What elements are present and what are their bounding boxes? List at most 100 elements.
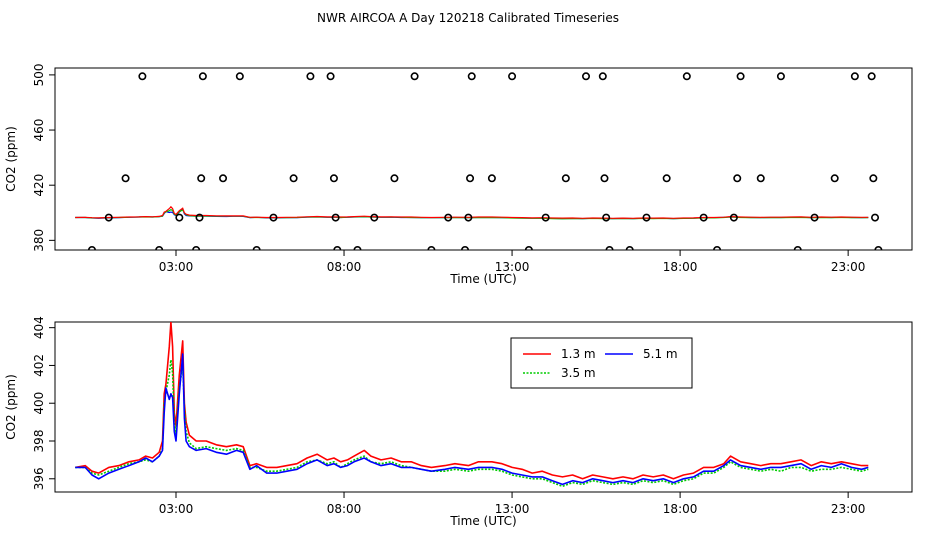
- scatter-point: [756, 174, 765, 183]
- y-axis-label: CO2 (ppm): [4, 374, 18, 440]
- scatter-point: [869, 174, 878, 183]
- scatter-point: [699, 213, 708, 222]
- scatter-point: [306, 72, 315, 81]
- plot-frame: [54, 321, 913, 493]
- scatter-point: [508, 72, 517, 81]
- scatter-point: [175, 213, 184, 222]
- scatter-point: [598, 72, 607, 81]
- scatter-point: [138, 72, 147, 81]
- y-tick-label: 398: [32, 430, 46, 453]
- scatter-point: [269, 213, 278, 222]
- series-line-1-3-m: [75, 322, 869, 480]
- x-tick-label: 18:00: [663, 502, 698, 516]
- legend: 1.3 m 5.1 m 3.5 m: [510, 337, 693, 389]
- series-line-3-5-m: [75, 359, 869, 488]
- scatter-point: [830, 174, 839, 183]
- scatter-point: [329, 174, 338, 183]
- scatter-point: [850, 72, 859, 81]
- scatter-point: [104, 213, 113, 222]
- y-tick-label: 402: [32, 354, 46, 377]
- figure-title: NWR AIRCOA A Day 120218 Calibrated Times…: [317, 11, 619, 25]
- x-tick-label: 18:00: [663, 260, 698, 274]
- scatter-point: [390, 174, 399, 183]
- scatter-point: [487, 174, 496, 183]
- y-tick-label: 420: [32, 174, 46, 197]
- scatter-point: [198, 72, 207, 81]
- scatter-point: [444, 213, 453, 222]
- x-tick-label: 03:00: [159, 502, 194, 516]
- scatter-point: [427, 246, 436, 250]
- scatter-point: [410, 72, 419, 81]
- scatter-point: [736, 72, 745, 81]
- scatter-point: [370, 213, 379, 222]
- series-line-1-3-m: [75, 205, 869, 219]
- y-tick-label: 500: [32, 63, 46, 86]
- scatter-point: [871, 213, 880, 222]
- scatter-point: [467, 72, 476, 81]
- scatter-point: [333, 246, 342, 250]
- x-tick-label: 13:00: [495, 260, 530, 274]
- data-layer: [75, 322, 869, 488]
- y-tick-label: 400: [32, 392, 46, 415]
- scatter-point: [793, 246, 802, 250]
- scatter-point: [461, 246, 470, 250]
- legend-label: 1.3 m: [561, 347, 596, 361]
- scatter-point: [195, 213, 204, 222]
- y-tick-label: 460: [32, 119, 46, 142]
- scatter-point: [192, 246, 201, 250]
- scatter-point: [121, 174, 130, 183]
- x-tick-label: 03:00: [159, 260, 194, 274]
- scatter-point: [252, 246, 261, 250]
- scatter-point: [602, 213, 611, 222]
- scatter-point: [155, 246, 164, 250]
- scatter-point: [713, 246, 722, 250]
- scatter-point: [561, 174, 570, 183]
- scatter-point: [582, 72, 591, 81]
- scatter-point: [464, 213, 473, 222]
- series-line-5-1-m: [75, 353, 869, 486]
- x-tick-label: 08:00: [327, 502, 362, 516]
- scatter-point: [733, 174, 742, 183]
- legend-label: 3.5 m: [561, 366, 596, 380]
- x-tick-label: 08:00: [327, 260, 362, 274]
- scatter-point: [541, 213, 550, 222]
- y-tick-label: 404: [32, 316, 46, 339]
- scatter-point: [353, 246, 362, 250]
- upper-panel: 03:00 08:00 13:00 18:00 23:00 380 420 460 500 Tim…: [4, 63, 913, 286]
- legend-label: 5.1 m: [643, 347, 678, 361]
- scatter-point: [219, 174, 228, 183]
- scatter-point: [776, 72, 785, 81]
- scatter-point: [642, 213, 651, 222]
- scatter-point: [197, 174, 206, 183]
- x-axis-label: Time (UTC): [449, 272, 516, 286]
- scatter-point: [810, 213, 819, 222]
- lower-panel: 03:00 08:00 13:00 18:00 23:00 396 398 400 402 404…: [4, 316, 913, 528]
- scatter-point: [235, 72, 244, 81]
- scatter-point: [682, 72, 691, 81]
- scatter-point: [874, 246, 883, 250]
- scatter-point: [729, 213, 738, 222]
- x-axis-label: Time (UTC): [449, 514, 516, 528]
- x-tick-label: 23:00: [831, 260, 866, 274]
- scatter-point: [625, 246, 634, 250]
- y-axis-label: CO2 (ppm): [4, 126, 18, 192]
- scatter-point: [87, 246, 96, 250]
- scatter-point: [662, 174, 671, 183]
- scatter-point: [331, 213, 340, 222]
- scatter-point: [867, 72, 876, 81]
- y-tick-label: 396: [32, 467, 46, 490]
- y-tick-label: 380: [32, 229, 46, 252]
- scatter-point: [605, 246, 614, 250]
- scatter-point: [289, 174, 298, 183]
- legend-box: [510, 337, 693, 389]
- scatter-point: [466, 174, 475, 183]
- scatter-point: [524, 246, 533, 250]
- scatter-point: [326, 72, 335, 81]
- plot-frame: [54, 67, 913, 251]
- x-tick-label: 13:00: [495, 502, 530, 516]
- scatter-point: [600, 174, 609, 183]
- data-layer: [75, 72, 883, 250]
- x-tick-label: 23:00: [831, 502, 866, 516]
